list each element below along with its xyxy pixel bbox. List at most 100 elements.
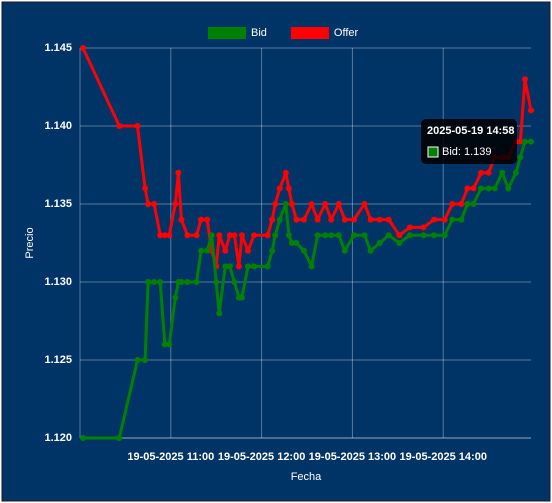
tooltip-swatch bbox=[427, 146, 439, 158]
data-point bbox=[449, 216, 456, 223]
data-point bbox=[184, 279, 191, 285]
data-point bbox=[251, 232, 258, 239]
data-point bbox=[178, 279, 185, 285]
data-point bbox=[142, 357, 149, 363]
data-point bbox=[314, 232, 321, 239]
data-point bbox=[166, 232, 173, 239]
data-point bbox=[157, 232, 164, 239]
data-point bbox=[288, 201, 295, 207]
y-tick-label: 1.140 bbox=[44, 120, 72, 132]
data-point bbox=[116, 123, 123, 129]
data-point bbox=[226, 263, 233, 270]
data-point bbox=[216, 232, 223, 239]
data-point bbox=[293, 216, 300, 223]
data-point bbox=[464, 185, 471, 192]
data-point bbox=[226, 232, 233, 239]
data-point bbox=[282, 169, 289, 176]
data-point bbox=[134, 123, 141, 129]
data-point bbox=[478, 185, 485, 192]
x-tick-label: 19-05-2025 11:00 bbox=[127, 451, 214, 463]
data-point bbox=[238, 232, 245, 239]
data-point bbox=[350, 216, 357, 223]
data-point bbox=[420, 224, 427, 231]
data-point bbox=[491, 185, 498, 192]
data-point bbox=[193, 279, 200, 285]
data-point bbox=[385, 216, 392, 223]
data-point bbox=[512, 169, 519, 176]
data-point bbox=[528, 138, 534, 145]
data-point bbox=[208, 232, 215, 239]
legend-item[interactable]: Bid bbox=[208, 27, 267, 39]
x-tick-label: 19-05-2025 13:00 bbox=[309, 451, 396, 463]
series-line bbox=[81, 47, 533, 268]
data-point bbox=[396, 232, 403, 239]
data-point bbox=[213, 279, 220, 285]
data-point bbox=[285, 232, 292, 239]
legend-swatch bbox=[290, 27, 329, 39]
y-tick-label: 1.130 bbox=[44, 276, 72, 288]
data-point bbox=[285, 185, 292, 192]
data-point bbox=[269, 216, 276, 223]
data-point bbox=[116, 435, 123, 441]
data-point bbox=[231, 279, 238, 285]
data-point bbox=[244, 263, 251, 270]
data-point bbox=[308, 263, 315, 270]
data-point bbox=[282, 201, 289, 207]
data-point bbox=[420, 232, 427, 239]
data-point bbox=[470, 201, 477, 207]
data-point bbox=[485, 185, 492, 192]
data-point bbox=[361, 232, 368, 239]
data-point bbox=[175, 169, 182, 176]
data-point bbox=[478, 169, 485, 176]
data-point bbox=[193, 232, 200, 239]
data-point bbox=[269, 247, 276, 254]
data-point bbox=[198, 247, 205, 254]
data-point bbox=[276, 216, 283, 223]
data-point bbox=[361, 201, 368, 207]
data-point bbox=[528, 107, 534, 114]
data-point bbox=[204, 247, 211, 254]
data-point bbox=[385, 232, 392, 239]
data-point bbox=[222, 247, 229, 254]
data-point bbox=[341, 247, 348, 254]
tooltip-box bbox=[421, 119, 517, 164]
data-point bbox=[134, 357, 141, 363]
data-point bbox=[272, 232, 279, 239]
data-point bbox=[145, 279, 152, 285]
data-point bbox=[517, 154, 524, 161]
data-point bbox=[406, 224, 413, 231]
data-point bbox=[464, 201, 471, 207]
data-point bbox=[367, 247, 374, 254]
data-point bbox=[204, 216, 211, 223]
data-point bbox=[157, 279, 164, 285]
data-point bbox=[244, 247, 251, 254]
x-tick-label: 19-05-2025 12:00 bbox=[218, 451, 305, 463]
data-point bbox=[521, 76, 528, 83]
data-point bbox=[151, 279, 158, 285]
legend-item[interactable]: Offer bbox=[290, 27, 359, 39]
data-point bbox=[499, 169, 506, 176]
tooltip-label: Bid: 1.139 bbox=[442, 146, 492, 158]
data-point bbox=[517, 138, 524, 145]
data-point bbox=[172, 201, 179, 207]
data-point bbox=[300, 216, 307, 223]
data-point bbox=[288, 240, 295, 246]
data-point bbox=[235, 263, 242, 270]
data-point bbox=[272, 201, 279, 207]
y-tick-label: 1.125 bbox=[44, 354, 72, 366]
data-point bbox=[151, 201, 158, 207]
data-point bbox=[308, 201, 315, 207]
data-point bbox=[431, 232, 438, 239]
data-point bbox=[198, 216, 205, 223]
legend-swatch bbox=[208, 27, 246, 39]
data-point bbox=[328, 232, 335, 239]
data-point bbox=[172, 294, 179, 301]
y-tick-label: 1.145 bbox=[44, 42, 72, 54]
data-point bbox=[251, 263, 258, 270]
data-point bbox=[80, 45, 87, 51]
data-point bbox=[222, 263, 229, 270]
data-point bbox=[458, 201, 465, 207]
data-point bbox=[293, 240, 300, 246]
